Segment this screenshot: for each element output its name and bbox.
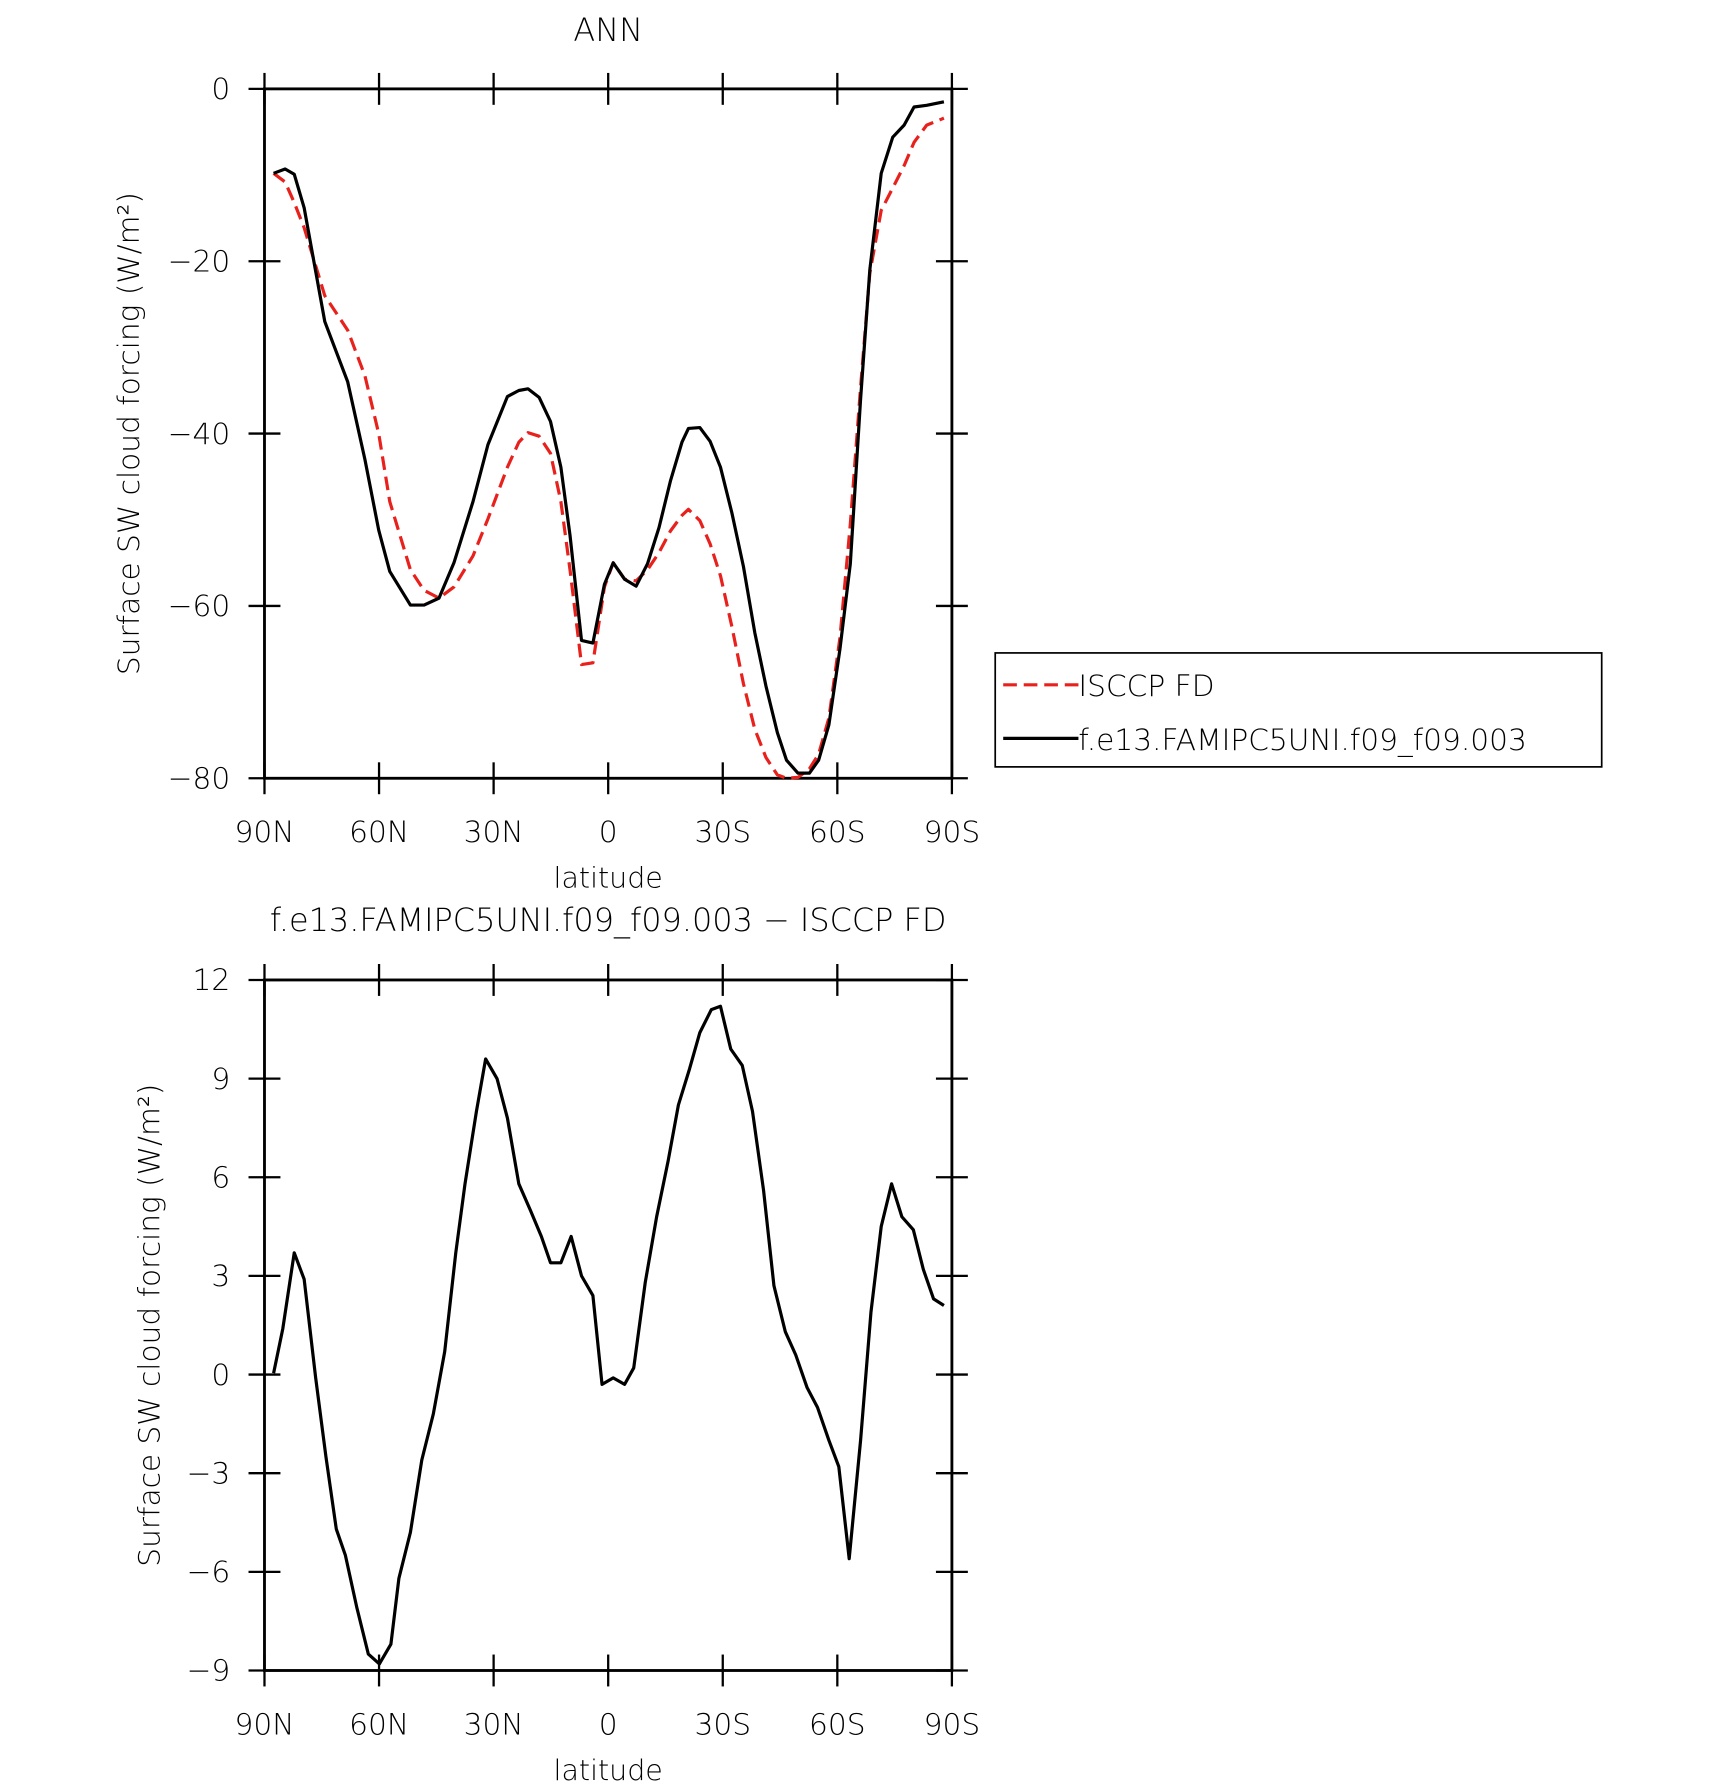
x-tick-label: 90N	[235, 814, 295, 849]
y-tick-label: 3	[211, 1258, 230, 1293]
legend-label: ISCCP FD	[1078, 668, 1214, 703]
y-tick-label: −3	[187, 1455, 231, 1490]
x-tick-label: 30N	[464, 1706, 524, 1741]
plot-frame	[263, 978, 954, 1672]
x-tick-label: 0	[599, 1706, 618, 1741]
data-line	[272, 116, 945, 780]
x-tick-label: 90S	[924, 814, 981, 849]
x-tick-label: 30S	[694, 814, 751, 849]
x-tick-label: 30N	[464, 814, 524, 849]
x-tick-label: 0	[599, 814, 618, 849]
data-line	[272, 1004, 945, 1666]
x-tick-label: 60S	[809, 814, 866, 849]
y-tick-label: −9	[187, 1653, 231, 1688]
y-tick-label: 9	[211, 1061, 230, 1096]
y-tick-label: 0	[211, 71, 230, 106]
x-tick-label: 90N	[235, 1706, 295, 1741]
x-axis-label: latitude	[554, 1754, 663, 1787]
y-tick-label: −20	[168, 243, 231, 278]
chart-title: ANN	[573, 11, 643, 49]
y-tick-label: −80	[168, 761, 231, 796]
y-axis-label: Surface SW cloud forcing (W/m²)	[132, 1084, 167, 1567]
y-tick-label: −6	[187, 1554, 231, 1589]
x-axis-label: latitude	[554, 862, 663, 895]
x-tick-label: 60N	[349, 1706, 409, 1741]
x-tick-label: 60S	[809, 1706, 866, 1741]
y-tick-label: −40	[168, 416, 231, 451]
x-tick-label: 30S	[694, 1706, 751, 1741]
x-tick-label: 60N	[349, 814, 409, 849]
chart-title: f.e13.FAMIPC5UNI.f09_f09.003 − ISCCP FD	[270, 901, 947, 939]
data-line	[273, 100, 945, 775]
legend-box	[994, 652, 1603, 768]
y-tick-label: 0	[211, 1357, 230, 1392]
legend-label: f.e13.FAMIPC5UNI.f09_f09.003	[1078, 722, 1526, 758]
x-tick-label: 90S	[924, 1706, 981, 1741]
y-tick-label: 6	[211, 1160, 230, 1195]
y-axis-label: Surface SW cloud forcing (W/m²)	[111, 192, 146, 675]
y-tick-label: −60	[168, 588, 231, 623]
y-tick-label: 12	[193, 962, 231, 997]
plot-frame	[263, 87, 954, 780]
